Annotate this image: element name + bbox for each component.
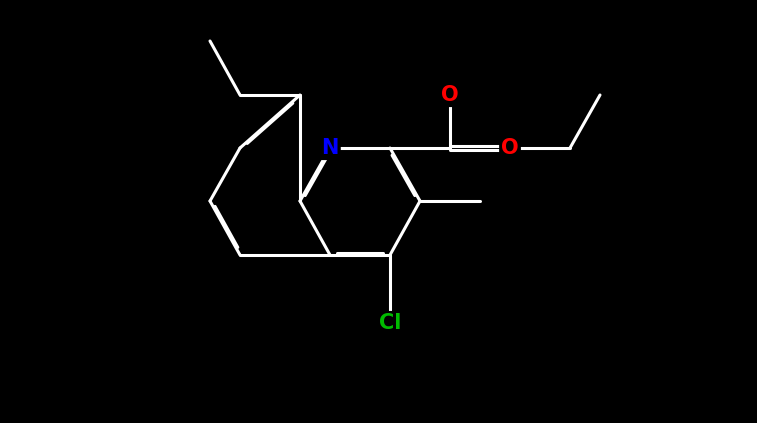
Text: Cl: Cl — [378, 313, 401, 333]
Text: N: N — [321, 138, 338, 158]
Text: O: O — [441, 85, 459, 105]
Text: O: O — [501, 138, 519, 158]
